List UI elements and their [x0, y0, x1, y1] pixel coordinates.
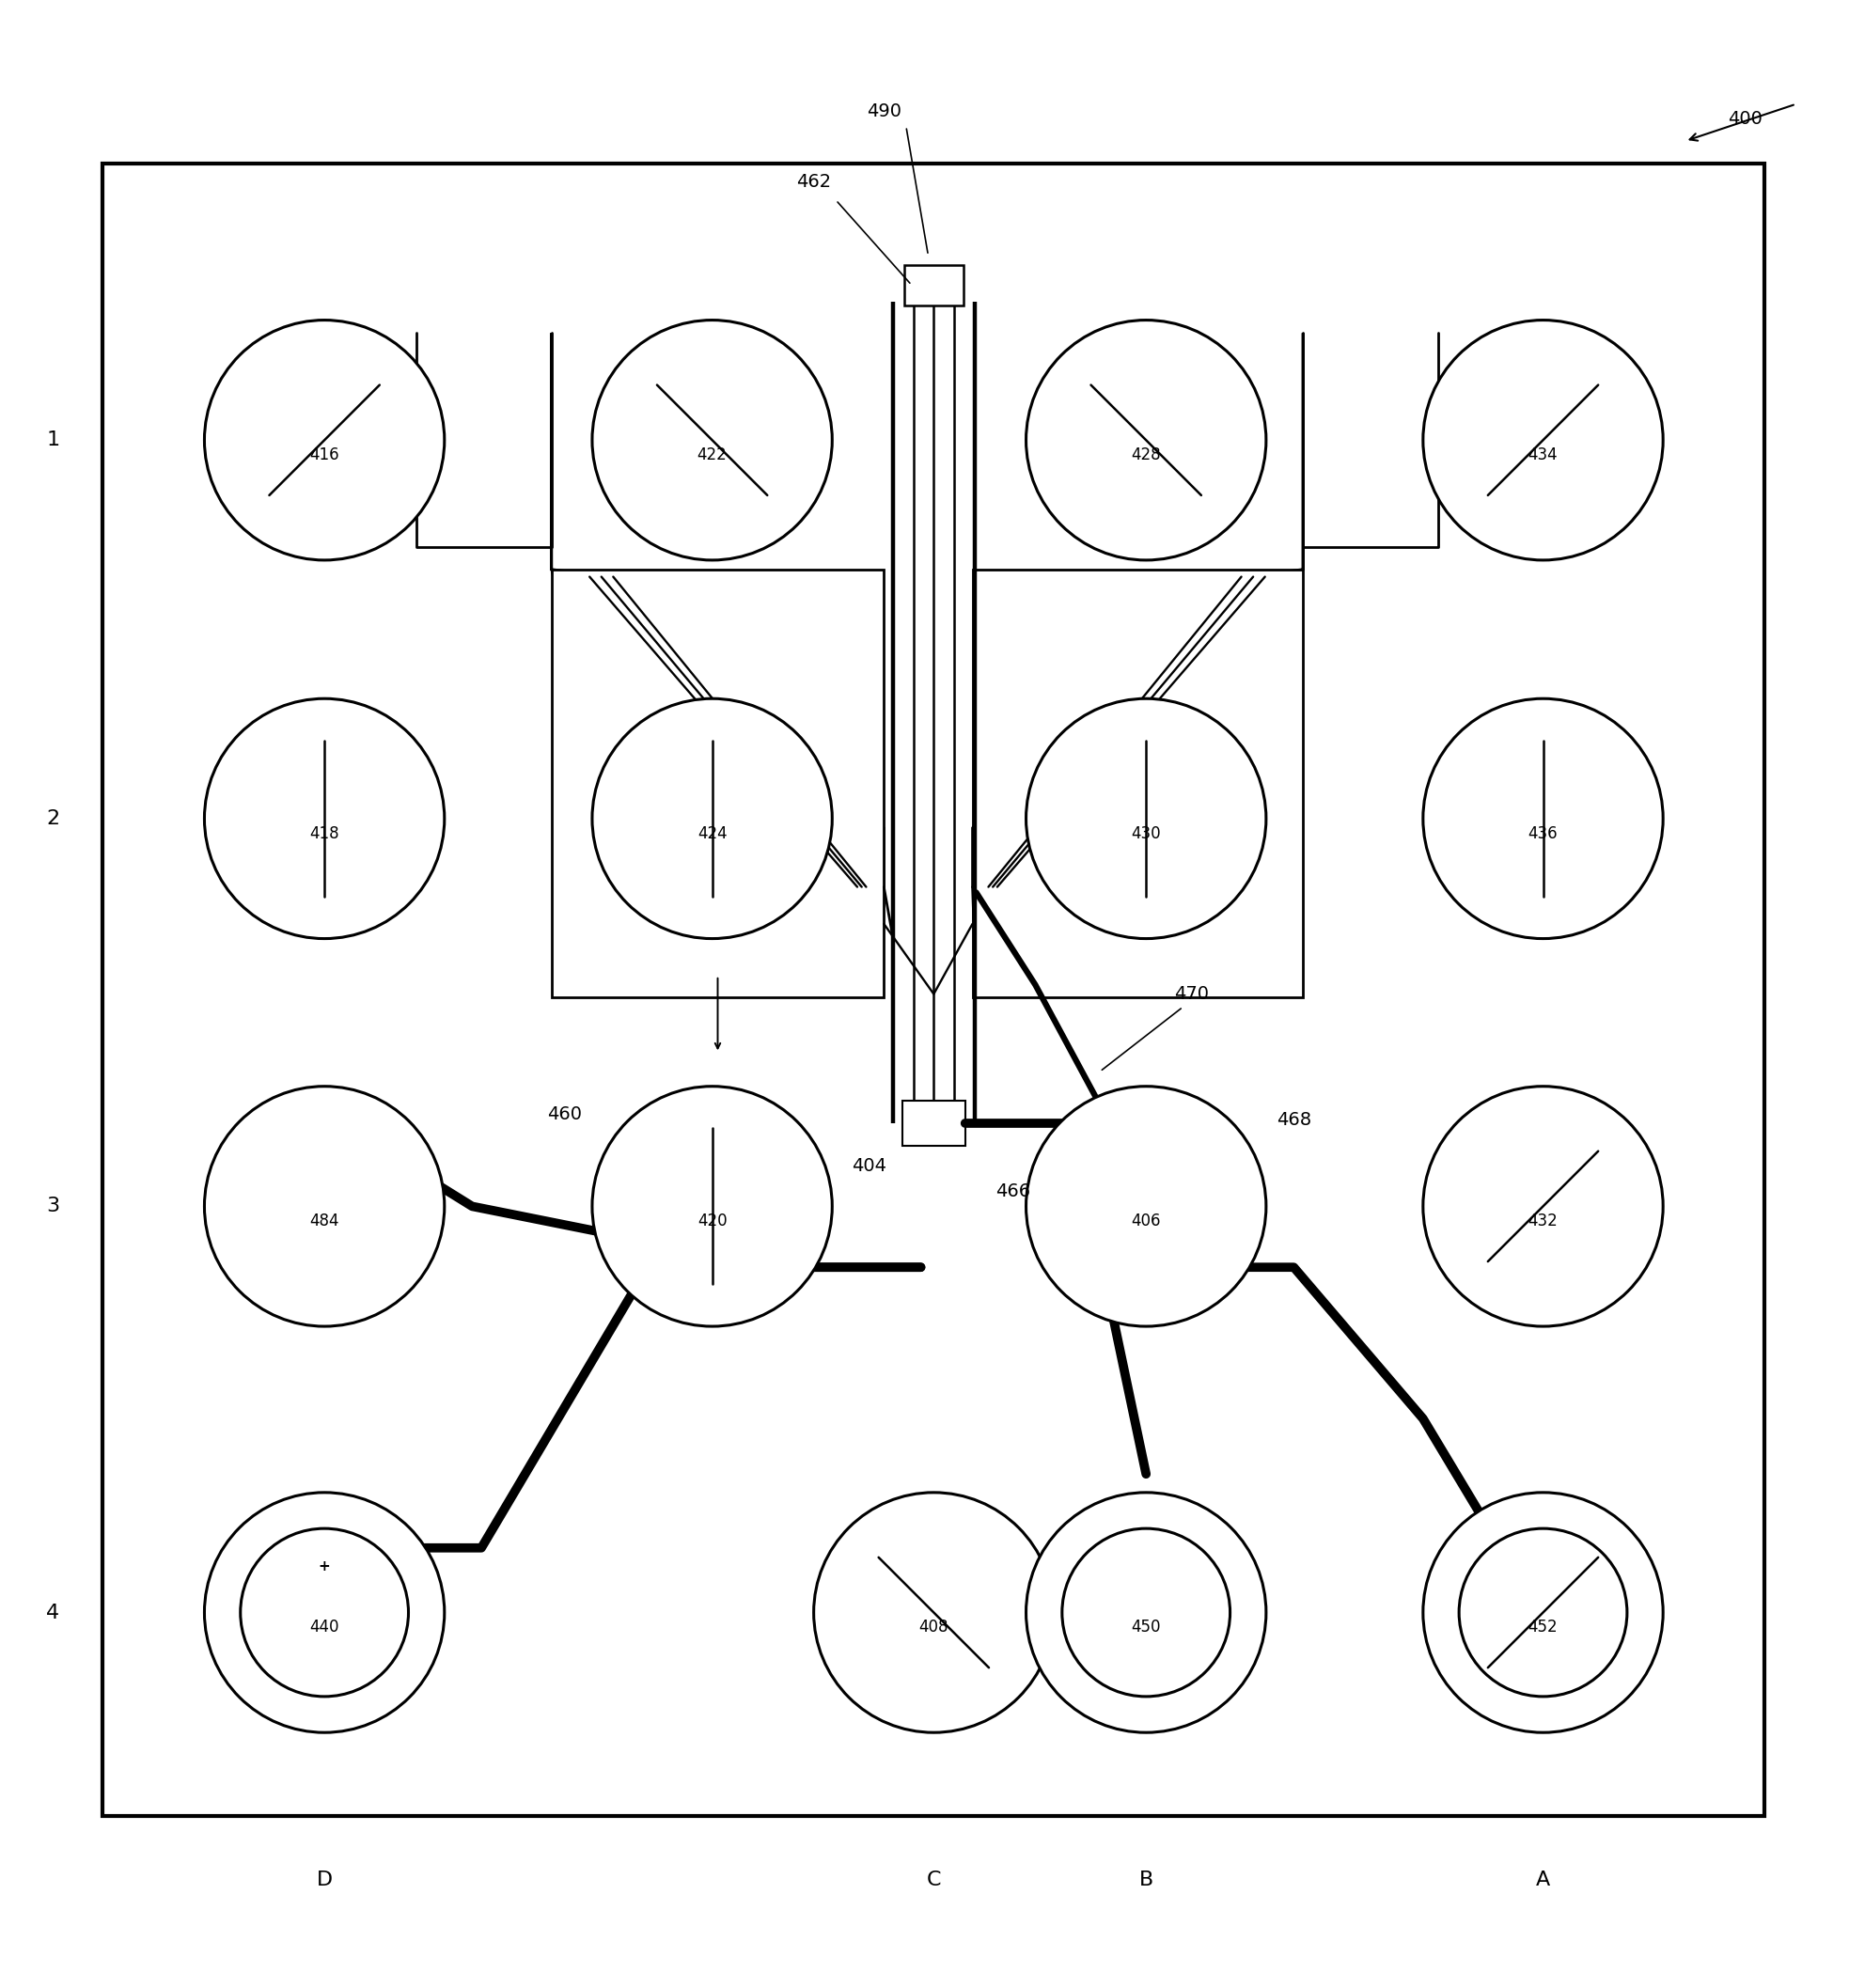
Text: C: C: [926, 1871, 941, 1891]
Text: 416: 416: [309, 447, 338, 463]
Bar: [902, 1101, 965, 1145]
Circle shape: [1424, 1493, 1662, 1732]
Circle shape: [1459, 1529, 1627, 1696]
Circle shape: [1026, 1085, 1267, 1326]
Text: 418: 418: [309, 825, 338, 841]
Text: D: D: [316, 1871, 333, 1891]
Circle shape: [592, 320, 832, 561]
Text: 436: 436: [1527, 825, 1559, 841]
Bar: [904, 264, 963, 306]
Text: A: A: [1537, 1871, 1549, 1891]
Text: B: B: [1139, 1871, 1154, 1891]
Text: 434: 434: [1527, 447, 1559, 463]
Circle shape: [205, 1493, 444, 1732]
Circle shape: [1026, 1493, 1267, 1732]
Circle shape: [205, 320, 444, 561]
Text: 440: 440: [309, 1618, 338, 1636]
Circle shape: [1026, 320, 1267, 561]
Circle shape: [814, 1493, 1054, 1732]
Text: 466: 466: [995, 1183, 1030, 1201]
Polygon shape: [551, 334, 884, 924]
Text: 468: 468: [1276, 1111, 1311, 1129]
Circle shape: [1061, 1529, 1230, 1696]
Text: 2: 2: [46, 809, 59, 829]
Text: 462: 462: [797, 173, 832, 191]
Text: 460: 460: [547, 1105, 582, 1123]
Text: 404: 404: [852, 1157, 886, 1175]
Circle shape: [1424, 320, 1662, 561]
Text: 3: 3: [46, 1197, 59, 1217]
Text: +: +: [318, 1559, 331, 1573]
Circle shape: [205, 698, 444, 938]
Text: 452: 452: [1527, 1618, 1559, 1636]
Text: 430: 430: [1132, 825, 1161, 841]
Text: 428: 428: [1132, 447, 1161, 463]
Polygon shape: [973, 334, 1304, 924]
Circle shape: [592, 698, 832, 938]
Text: 4: 4: [46, 1602, 59, 1622]
Text: 470: 470: [1174, 986, 1209, 1002]
Text: 420: 420: [697, 1213, 727, 1229]
Text: 406: 406: [1132, 1213, 1161, 1229]
Text: 408: 408: [919, 1618, 949, 1636]
Text: 490: 490: [867, 103, 900, 121]
Circle shape: [240, 1529, 409, 1696]
Circle shape: [205, 1085, 444, 1326]
Text: 1: 1: [46, 431, 59, 449]
Text: 484: 484: [309, 1213, 338, 1229]
Bar: [551, 569, 884, 998]
Text: 400: 400: [1727, 109, 1762, 127]
Circle shape: [1424, 1085, 1662, 1326]
Circle shape: [1026, 698, 1267, 938]
Circle shape: [1424, 698, 1662, 938]
Bar: [104, 163, 1764, 1815]
Text: 424: 424: [697, 825, 727, 841]
Text: 432: 432: [1527, 1213, 1559, 1229]
Text: 422: 422: [697, 447, 727, 463]
Circle shape: [592, 1085, 832, 1326]
Bar: [973, 569, 1304, 998]
Text: 450: 450: [1132, 1618, 1161, 1636]
